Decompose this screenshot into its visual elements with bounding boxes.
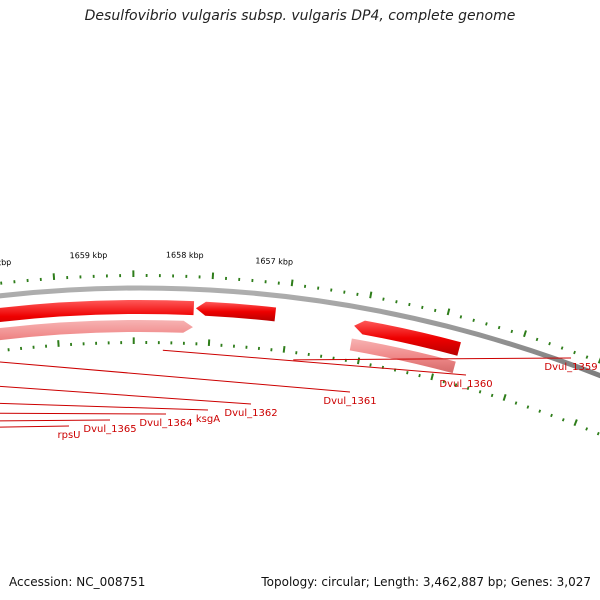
minor-tick bbox=[561, 418, 565, 422]
major-tick bbox=[290, 279, 294, 287]
minor-tick bbox=[526, 405, 530, 409]
minor-tick bbox=[418, 373, 421, 378]
major-tick bbox=[430, 373, 434, 381]
major-tick bbox=[573, 419, 578, 427]
reverse-gene bbox=[0, 320, 193, 341]
minor-tick bbox=[369, 363, 372, 367]
leader-line bbox=[0, 419, 111, 422]
kbp-label: 1657 kbp bbox=[255, 256, 293, 266]
minor-tick bbox=[560, 346, 564, 350]
minor-tick bbox=[538, 409, 542, 413]
topology-text: Topology: circular; Length: 3,462,887 bp… bbox=[261, 575, 591, 589]
major-tick bbox=[523, 330, 527, 338]
reverse-gene bbox=[349, 338, 456, 374]
minor-tick bbox=[550, 413, 553, 418]
minor-tick bbox=[406, 371, 409, 375]
inner-tick-ring bbox=[7, 337, 600, 436]
forward-gene bbox=[0, 299, 195, 323]
minor-tick bbox=[421, 305, 424, 310]
minor-tick bbox=[459, 315, 463, 319]
minor-tick bbox=[485, 322, 488, 326]
outer-tick-ring bbox=[0, 270, 600, 364]
gene-label: Dvul_1361 bbox=[323, 396, 376, 407]
minor-tick bbox=[356, 292, 359, 296]
minor-tick bbox=[478, 390, 482, 394]
leader-line bbox=[0, 425, 70, 428]
major-tick bbox=[369, 291, 373, 299]
leader-line bbox=[293, 357, 572, 361]
minor-tick bbox=[382, 297, 385, 301]
accession-text: Accession: NC_008751 bbox=[9, 575, 146, 589]
minor-tick bbox=[497, 325, 501, 330]
gene-label: Dvul_1365 bbox=[83, 424, 136, 435]
forward-strand-genes bbox=[0, 299, 461, 356]
kbp-label: 1659 kbp bbox=[70, 251, 108, 261]
major-tick bbox=[446, 308, 451, 316]
minor-tick bbox=[466, 386, 470, 391]
minor-tick bbox=[585, 427, 589, 431]
gene-label: rpsU bbox=[58, 430, 81, 441]
minor-tick bbox=[408, 302, 411, 307]
leader-line bbox=[0, 361, 351, 393]
gene-label: Dvul_1360 bbox=[439, 379, 492, 390]
leader-line bbox=[0, 402, 209, 411]
minor-tick bbox=[573, 350, 576, 355]
minor-tick bbox=[472, 318, 475, 323]
minor-tick bbox=[585, 355, 589, 359]
gene-label: Dvul_1364 bbox=[139, 418, 192, 429]
kbp-label: 1658 kbp bbox=[166, 251, 204, 260]
leader-line bbox=[0, 412, 167, 415]
minor-tick bbox=[548, 341, 551, 346]
minor-tick bbox=[490, 393, 494, 398]
leader-line bbox=[162, 349, 467, 376]
minor-tick bbox=[510, 329, 514, 334]
gene-label: ksgA bbox=[196, 414, 220, 425]
gene-label: Dvul_1362 bbox=[224, 408, 277, 419]
minor-tick bbox=[535, 337, 539, 342]
reverse-strand-genes bbox=[0, 320, 456, 374]
gene-label-leaders bbox=[0, 349, 572, 428]
leader-line bbox=[0, 385, 252, 405]
minor-tick bbox=[514, 401, 518, 405]
major-tick bbox=[282, 345, 286, 353]
minor-tick bbox=[433, 308, 437, 313]
major-tick bbox=[502, 394, 507, 401]
forward-gene bbox=[195, 301, 277, 322]
minor-tick bbox=[596, 431, 600, 436]
gene-label: Dvul_1359 bbox=[544, 362, 597, 373]
minor-tick bbox=[442, 380, 446, 384]
forward-gene bbox=[354, 320, 461, 356]
major-tick bbox=[356, 357, 361, 365]
minor-tick bbox=[395, 300, 398, 304]
map-title: Desulfovibrio vulgaris subsp. vulgaris D… bbox=[84, 8, 516, 24]
kbp-label: 1660 kbp bbox=[0, 258, 11, 269]
minor-tick bbox=[454, 383, 458, 387]
